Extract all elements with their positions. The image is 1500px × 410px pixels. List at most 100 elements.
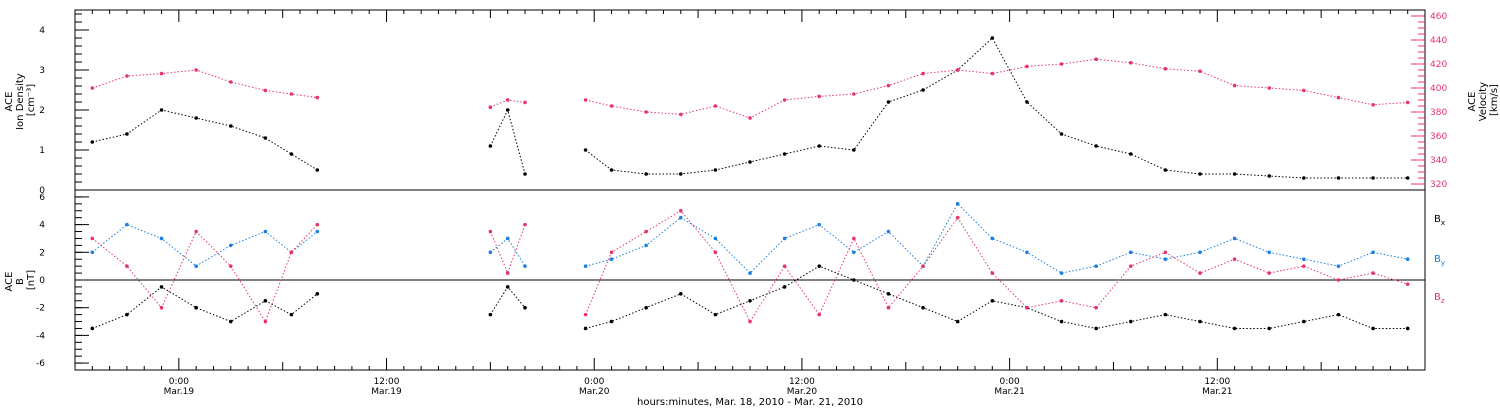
bx-point: [886, 292, 891, 296]
x-tick-date: Mar.21: [994, 387, 1024, 397]
velocity-point: [644, 110, 648, 114]
bz-point: [1267, 271, 1272, 275]
by-point: [1371, 250, 1375, 255]
b-field-axis-label: ACE B [nT]: [4, 268, 37, 291]
x-tick-date: Mar.19: [371, 387, 402, 397]
velocity-trace: [92, 69, 318, 99]
bx-trace: [585, 265, 1408, 329]
density-trace: [489, 108, 526, 175]
x-tick-time: 12:00: [1204, 377, 1230, 387]
bx-point: [990, 298, 995, 303]
by-point: [1198, 250, 1202, 255]
x-axis-ticks: 0:00Mar.1912:00Mar.190:00Mar.2012:00Mar.…: [74, 10, 1426, 397]
bx-point: [1232, 326, 1237, 331]
density-tick-label: 2: [39, 106, 45, 116]
density-tick-label: 1: [39, 146, 45, 156]
bx-trace: [489, 286, 526, 315]
b-tick-label: 6: [39, 193, 45, 203]
velocity-point: [1094, 57, 1098, 61]
velocity-axis-label: ACE Velocity [km/s]: [1467, 79, 1500, 121]
velocity-tick-label: 380: [1430, 108, 1447, 118]
bz-trace: [91, 224, 318, 323]
velocity-tick-label: 320: [1430, 180, 1447, 190]
density-point: [1198, 172, 1202, 176]
density-point: [921, 88, 925, 92]
bz-trace: [585, 210, 1408, 323]
velocity-trace: [490, 99, 526, 108]
velocity-tick-label: 400: [1430, 84, 1447, 94]
by-point: [1163, 257, 1168, 262]
x-axis-title: hours:minutes, Mar. 18, 2010 - Mar. 21, …: [637, 397, 863, 408]
bx-point: [609, 319, 614, 324]
velocity-point: [289, 92, 294, 96]
density-tick-label: 3: [39, 66, 45, 76]
velocity-trace: [585, 58, 1408, 119]
density-point: [263, 136, 268, 140]
bx-point: [194, 305, 198, 310]
density-point: [1094, 144, 1098, 148]
density-point: [228, 124, 233, 128]
bz-point: [1302, 264, 1306, 268]
by-point: [678, 215, 683, 220]
velocity-point: [315, 95, 320, 100]
legend: Bx By Bz: [1434, 214, 1445, 305]
legend-bz: Bz: [1434, 292, 1445, 305]
bz-trace: [489, 224, 526, 275]
x-tick-date: Mar.19: [164, 387, 195, 397]
x-tick-time: 0:00: [169, 377, 189, 387]
bx-point: [1267, 326, 1272, 331]
top-panel-ticks: 0 1 2 3 4 320 340 360 380 400 420 440 460: [39, 12, 1447, 196]
b-tick-label: -2: [36, 304, 45, 314]
bz-point: [1059, 298, 1064, 303]
bz-point: [852, 236, 856, 241]
x-tick-date: Mar.20: [579, 387, 610, 397]
velocity-tick-label: 460: [1430, 12, 1447, 22]
bz-point: [1336, 278, 1341, 282]
density-point: [1163, 168, 1168, 172]
bx-point: [678, 292, 683, 296]
density-trace: [585, 37, 1408, 179]
velocity-point: [1198, 69, 1202, 73]
velocity-tick-label: 360: [1430, 132, 1447, 142]
velocity-point: [1025, 64, 1029, 69]
density-point: [886, 100, 891, 104]
legend-by: By: [1434, 254, 1445, 267]
bx-point: [955, 319, 960, 324]
x-tick-date: Mar.20: [787, 387, 818, 397]
velocity-point: [990, 71, 995, 76]
by-point: [194, 264, 198, 268]
by-point: [782, 236, 787, 241]
by-point: [1128, 250, 1133, 255]
velocity-point: [921, 71, 925, 76]
density-point: [852, 148, 856, 152]
bx-point: [1302, 319, 1306, 324]
density-trace: [92, 109, 318, 171]
density-axis-label: ACE Ion Density [cm⁻³]: [4, 70, 37, 130]
b-tick-label: -6: [36, 359, 45, 369]
by-trace: [585, 203, 1408, 274]
velocity-tick-label: 420: [1430, 60, 1447, 70]
by-trace: [91, 224, 318, 267]
b-tick-label: -4: [36, 331, 45, 341]
x-tick-time: 12:00: [374, 377, 400, 387]
bz-point: [523, 222, 527, 227]
x-tick-date: Mar.21: [1202, 387, 1232, 397]
velocity-point: [228, 80, 233, 84]
bx-point: [1163, 312, 1168, 317]
velocity-tick-label: 440: [1430, 36, 1447, 46]
bx-point: [1198, 319, 1202, 324]
by-point: [1094, 264, 1098, 268]
velocity-tick-label: 340: [1430, 156, 1447, 166]
density-tick-label: 4: [39, 26, 45, 36]
bx-point: [315, 292, 320, 296]
bz-point: [1163, 250, 1168, 255]
bx-point: [228, 319, 233, 324]
b-tick-label: 0: [39, 276, 45, 286]
velocity-point: [263, 88, 268, 93]
density-tick-label: 0: [39, 186, 45, 196]
velocity-point: [1163, 67, 1168, 71]
by-point: [1232, 236, 1237, 241]
velocity-point: [609, 104, 614, 108]
velocity-point: [713, 104, 718, 108]
